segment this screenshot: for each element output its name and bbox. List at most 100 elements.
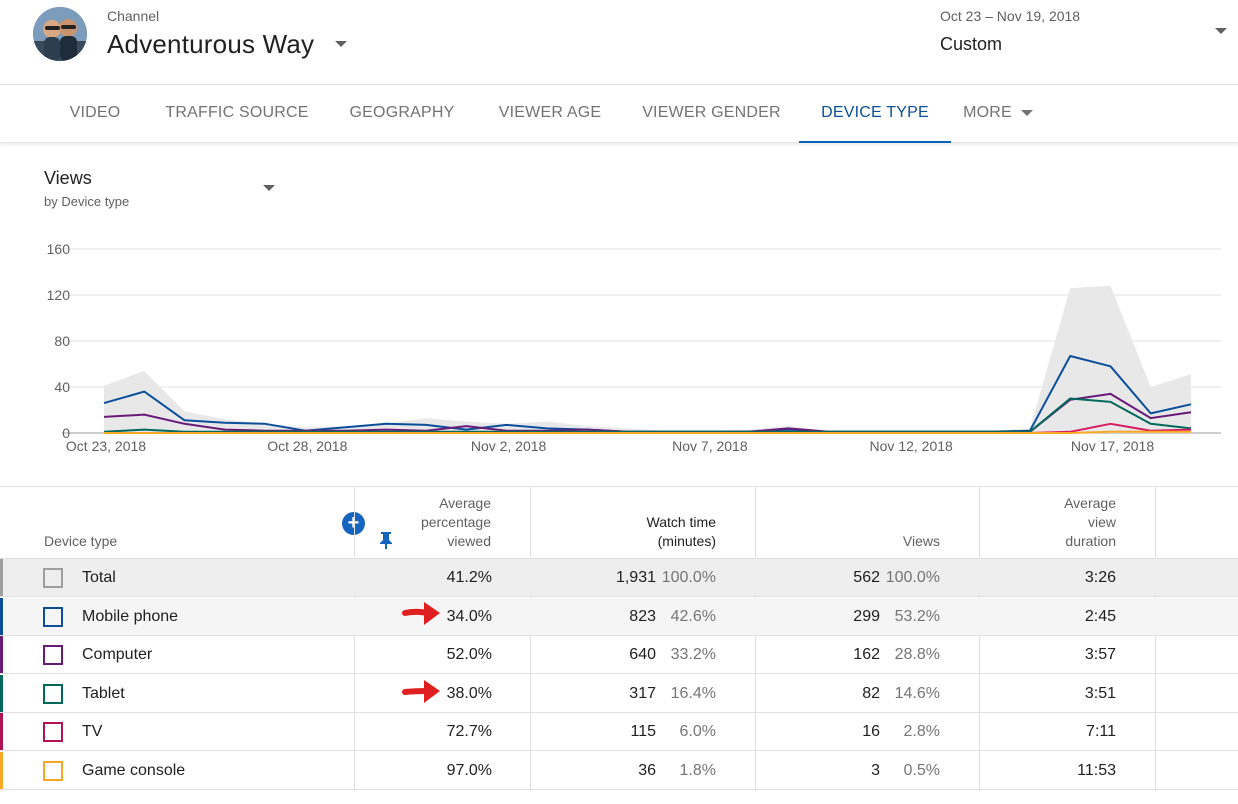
- channel-avatar[interactable]: [33, 7, 87, 61]
- table-row[interactable]: Tablet 38.0% 317 16.4% 82 14.6% 3:51: [0, 674, 1238, 713]
- tab-viewer-gender[interactable]: VIEWER GENDER: [624, 85, 799, 143]
- row-checkbox[interactable]: [43, 606, 63, 627]
- row-watch-time-pct: 16.4%: [670, 684, 716, 702]
- column-divider: [354, 487, 355, 791]
- add-metric-button[interactable]: +: [342, 512, 365, 535]
- row-avg-duration: 2:45: [1084, 607, 1116, 625]
- date-dropdown-icon[interactable]: [1215, 28, 1227, 34]
- header-avg-view-duration[interactable]: Average view duration: [1000, 494, 1116, 551]
- table-row[interactable]: Game console 97.0% 36 1.8% 3 0.5% 11:53: [0, 751, 1238, 790]
- row-checkbox[interactable]: [43, 568, 63, 588]
- row-device-name: Total: [82, 569, 116, 586]
- row-watch-time-pct: 1.8%: [679, 761, 716, 779]
- row-avg-pct: 72.7%: [446, 723, 492, 740]
- column-divider: [1155, 487, 1156, 791]
- row-watch-time: 640: [629, 646, 656, 663]
- tab-video[interactable]: VIDEO: [44, 85, 146, 143]
- row-avg-pct: 38.0%: [446, 684, 492, 702]
- row-avg-duration: 3:57: [1084, 646, 1116, 663]
- header-watch-time[interactable]: Watch time (minutes): [560, 513, 717, 551]
- row-views-pct: 0.5%: [903, 761, 940, 779]
- tab-geography[interactable]: GEOGRAPHY: [328, 85, 476, 143]
- row-avg-duration: 3:51: [1084, 684, 1116, 702]
- row-watch-time-pct: 100.0%: [661, 569, 716, 586]
- date-range[interactable]: Oct 23 – Nov 19, 2018: [940, 8, 1081, 24]
- row-device-name: TV: [82, 723, 103, 740]
- column-divider: [530, 487, 531, 791]
- y-tick-label: 160: [47, 241, 71, 257]
- tab-label: TRAFFIC SOURCE: [165, 104, 309, 121]
- row-checkbox[interactable]: [43, 760, 63, 781]
- tab-viewer-age[interactable]: VIEWER AGE: [476, 85, 624, 143]
- row-color-bar: [0, 751, 3, 789]
- row-views-pct: 2.8%: [903, 723, 940, 740]
- row-views-pct: 14.6%: [894, 684, 940, 702]
- tab-device-type[interactable]: DEVICE TYPE: [799, 85, 951, 143]
- row-color-bar: [0, 636, 3, 673]
- series-line-tablet: [103, 397, 1192, 433]
- row-avg-pct: 34.0%: [446, 607, 492, 625]
- column-divider: [755, 487, 756, 791]
- series-area-total: [104, 285, 1191, 433]
- table-row[interactable]: Mobile phone 34.0% 823 42.6% 299 53.2% 2:45: [0, 597, 1238, 636]
- header-line: Average: [439, 495, 491, 511]
- x-axis-ticks: Oct 23, 2018 Oct 28, 2018 Nov 2, 2018 Nov 7…: [66, 438, 1154, 454]
- tab-label: MORE: [963, 104, 1012, 121]
- series-line-mobile-phone: [103, 355, 1192, 433]
- row-checkbox[interactable]: [43, 722, 63, 742]
- row-views: 162: [853, 646, 880, 663]
- header-avg-pct-viewed[interactable]: Average percentage viewed: [380, 494, 491, 551]
- channel-header: Channel Adventurous Way Oct 23 – Nov 19,…: [0, 0, 1238, 85]
- row-color-bar: [0, 674, 3, 712]
- tab-label: VIEWER GENDER: [642, 104, 781, 121]
- x-tick-label: Nov 12, 2018: [870, 438, 953, 454]
- header-views[interactable]: Views: [902, 533, 940, 549]
- row-device-name: Computer: [82, 646, 153, 663]
- dimension-tabs: VIDEO TRAFFIC SOURCE GEOGRAPHY VIEWER AG…: [0, 85, 1238, 143]
- row-device-name: Tablet: [82, 684, 125, 702]
- header-line: Watch time: [646, 514, 717, 530]
- header-line: view: [1087, 514, 1116, 530]
- column-divider: [979, 487, 980, 791]
- table-row[interactable]: Computer 52.0% 640 33.2% 162 28.8% 3:57: [0, 636, 1238, 674]
- row-watch-time: 317: [629, 684, 656, 702]
- channel-label: Channel: [107, 8, 160, 24]
- table-row[interactable]: TV 72.7% 115 6.0% 16 2.8% 7:11: [0, 713, 1238, 751]
- tab-more[interactable]: MORE: [951, 85, 1045, 143]
- row-checkbox[interactable]: [43, 683, 63, 704]
- row-avg-pct: 41.2%: [446, 569, 492, 586]
- pin-icon[interactable]: [378, 530, 394, 550]
- channel-name[interactable]: Adventurous Way: [107, 29, 315, 59]
- annotation-arrow-icon: [402, 680, 440, 703]
- row-device-name: Game console: [82, 761, 186, 779]
- channel-dropdown-icon[interactable]: [335, 41, 347, 47]
- row-device-name: Mobile phone: [82, 607, 179, 625]
- row-avg-duration: 7:11: [1086, 723, 1116, 740]
- header-line: viewed: [447, 533, 491, 549]
- date-mode[interactable]: Custom: [940, 34, 1003, 54]
- row-watch-time: 36: [638, 761, 656, 779]
- row-avg-pct: 52.0%: [446, 646, 492, 663]
- metric-selector[interactable]: Views: [44, 168, 92, 188]
- row-views-pct: 53.2%: [894, 607, 940, 625]
- x-tick-label: Nov 7, 2018: [672, 438, 748, 454]
- table-row-total[interactable]: Total 41.2% 1,931 100.0% 562 100.0% 3:26: [0, 559, 1238, 597]
- metric-dropdown-icon[interactable]: [263, 185, 275, 191]
- row-watch-time-pct: 33.2%: [670, 646, 716, 663]
- row-views: 16: [862, 723, 880, 740]
- header-line: (minutes): [657, 533, 716, 549]
- y-tick-label: 80: [54, 333, 70, 349]
- header-device-type[interactable]: Device type: [44, 533, 118, 549]
- tab-label: GEOGRAPHY: [349, 104, 455, 121]
- row-watch-time: 823: [629, 607, 656, 625]
- chevron-down-icon: [1020, 109, 1033, 116]
- x-tick-label: Nov 17, 2018: [1071, 438, 1154, 454]
- row-color-bar: [0, 597, 3, 635]
- row-views: 82: [862, 684, 880, 702]
- row-watch-time-pct: 42.6%: [670, 607, 716, 625]
- row-color-bar: [0, 713, 3, 750]
- row-avg-pct: 97.0%: [446, 761, 492, 779]
- header-line: duration: [1065, 533, 1116, 549]
- tab-traffic-source[interactable]: TRAFFIC SOURCE: [146, 85, 328, 143]
- row-checkbox[interactable]: [43, 645, 63, 665]
